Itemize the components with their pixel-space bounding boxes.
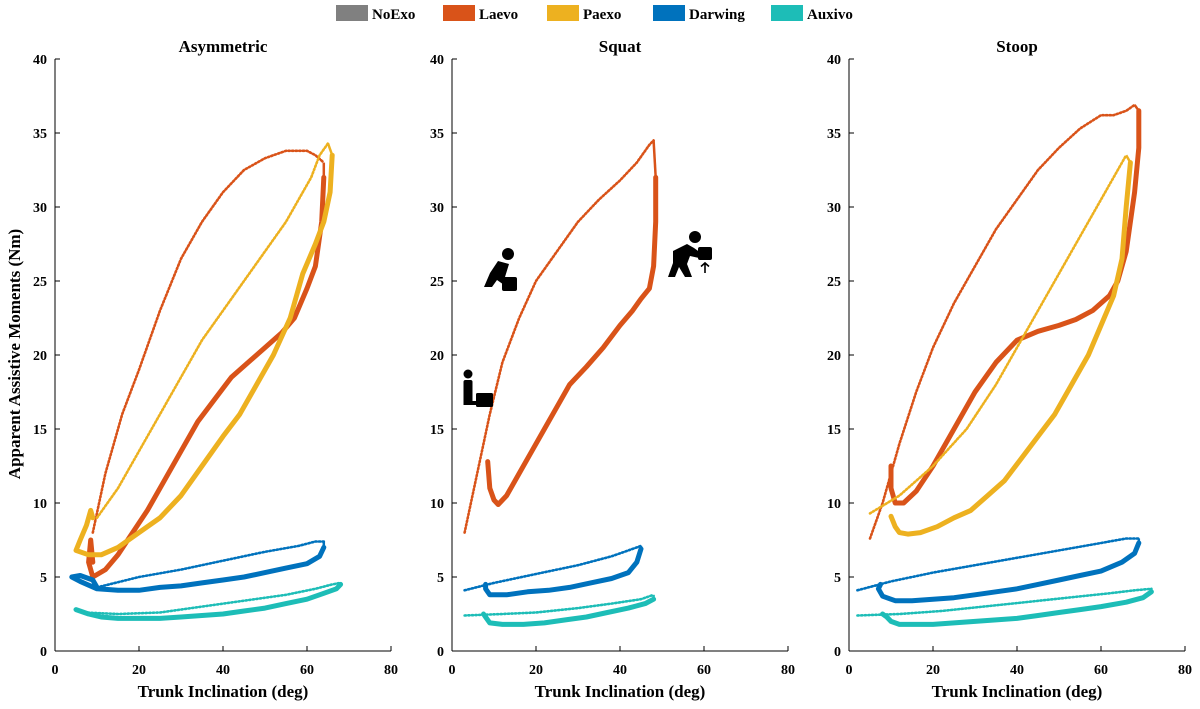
legend-swatch-darwing — [653, 5, 685, 21]
y-tick-label: 5 — [437, 571, 444, 586]
y-tick-label: 15 — [33, 423, 47, 438]
series-paexo-stoop-lifting — [888, 160, 1133, 537]
x-tick-label: 40 — [216, 663, 230, 678]
y-tick-label: 35 — [33, 127, 47, 142]
x-tick-label: 40 — [1010, 663, 1024, 678]
panel-title-asymmetric: Asymmetric — [179, 37, 268, 56]
series-auxivo-stoop-lowering — [856, 587, 1153, 617]
series-auxivo-stoop-lifting — [880, 589, 1154, 627]
y-tick-label: 35 — [430, 127, 444, 142]
y-tick-label: 35 — [827, 127, 841, 142]
y-tick-label: 30 — [33, 201, 47, 216]
y-tick-label: 15 — [827, 423, 841, 438]
series-paexo-asymmetric-turn — [326, 142, 334, 156]
legend-label-laevo: Laevo — [479, 7, 518, 23]
series-laevo-stoop-lowering — [868, 103, 1136, 540]
series-paexo-stoop-lowering — [868, 153, 1128, 515]
x-tick-label: 40 — [613, 663, 627, 678]
legend-label-auxivo: Auxivo — [807, 7, 853, 23]
panel-asymmetric: Asymmetric 0 5 10 15 20 25 30 35 40 0 20 40 60 80 Tru… — [33, 37, 398, 701]
series-asymmetric — [69, 142, 344, 621]
series-laevo-asymmetric-lowering — [91, 149, 326, 534]
y-tick-label: 10 — [430, 497, 444, 512]
y-tick-label: 20 — [827, 349, 841, 364]
y-tick-label: 0 — [437, 645, 444, 660]
x-axis-label-stoop: Trunk Inclination (deg) — [932, 682, 1103, 701]
y-tick-label: 20 — [33, 349, 47, 364]
x-tick-label: 80 — [781, 663, 795, 678]
legend-swatch-paexo — [547, 5, 579, 21]
series-stoop — [856, 103, 1154, 627]
series-darwing-squat-lowering — [463, 544, 643, 592]
series-darwing-stoop-lifting — [875, 540, 1142, 604]
y-tick-label: 25 — [827, 275, 841, 290]
legend-swatch-noexo — [336, 5, 368, 21]
series-darwing-squat-lifting — [483, 546, 644, 598]
series-auxivo-squat-lifting — [481, 596, 657, 627]
series-paexo-asymmetric-lifting — [73, 152, 335, 558]
ticks-asymmetric: 0 5 10 15 20 25 30 35 40 0 20 40 60 80 — [33, 53, 398, 678]
y-tick-label: 0 — [40, 645, 47, 660]
ticks-squat: 0 5 10 15 20 25 30 35 40 0 20 40 60 80 — [430, 53, 795, 678]
series-laevo-squat-lowering — [463, 139, 655, 534]
legend-swatch-auxivo — [771, 5, 803, 21]
y-tick-label: 10 — [33, 497, 47, 512]
x-axis-label-squat: Trunk Inclination (deg) — [535, 682, 706, 701]
y-tick-label: 30 — [827, 201, 841, 216]
series-darwing-asymmetric-lowering — [95, 540, 326, 589]
series-laevo-asymmetric-lifting — [86, 174, 327, 580]
x-tick-label: 0 — [52, 663, 59, 678]
x-axis-label-asymmetric: Trunk Inclination (deg) — [138, 682, 309, 701]
legend-swatch-laevo — [443, 5, 475, 21]
y-tick-label: 40 — [827, 53, 841, 68]
series-paexo-asymmetric-lowering — [95, 142, 330, 520]
panel-title-squat: Squat — [599, 37, 642, 56]
panel-squat: Squat 0 5 10 15 20 25 30 35 40 0 20 40 60 80 Trunk In… — [430, 37, 795, 701]
y-tick-label: 10 — [827, 497, 841, 512]
x-tick-label: 20 — [926, 663, 940, 678]
lifting-person-icon — [667, 230, 713, 278]
y-tick-label: 30 — [430, 201, 444, 216]
y-tick-label: 15 — [430, 423, 444, 438]
series-laevo-stoop-turn — [1133, 104, 1140, 112]
x-tick-label: 60 — [697, 663, 711, 678]
legend-label-noexo: NoExo — [372, 7, 415, 23]
x-tick-label: 0 — [846, 663, 853, 678]
y-tick-label: 5 — [40, 571, 47, 586]
panel-stoop: Stoop 0 5 10 15 20 25 30 35 40 0 20 40 60 80 Trunk In… — [827, 37, 1192, 701]
series-laevo-squat-lifting — [485, 174, 659, 507]
series-laevo-squat-turn — [652, 140, 657, 178]
series-squat — [463, 139, 659, 627]
y-tick-label: 40 — [430, 53, 444, 68]
series-laevo-stoop-lifting — [888, 108, 1142, 506]
ticks-stoop: 0 5 10 15 20 25 30 35 40 0 20 40 60 80 — [827, 53, 1192, 678]
squatting-person-icon — [484, 248, 517, 291]
y-tick-label: 5 — [834, 571, 841, 586]
series-darwing-stoop-lowering — [856, 537, 1141, 592]
panel-title-stoop: Stoop — [996, 37, 1038, 56]
legend: NoExo Laevo Paexo Darwing Auxivo — [336, 5, 853, 23]
legend-label-darwing: Darwing — [689, 7, 745, 23]
y-tick-label: 40 — [33, 53, 47, 68]
x-tick-label: 60 — [1094, 663, 1108, 678]
y-tick-label: 25 — [430, 275, 444, 290]
x-tick-label: 80 — [384, 663, 398, 678]
y-axis-label: Apparent Assistive Moments (Nm) — [5, 229, 24, 479]
series-auxivo-asymmetric-lifting — [73, 581, 344, 621]
x-tick-label: 0 — [449, 663, 456, 678]
series-darwing-asymmetric-lifting — [69, 544, 327, 593]
x-tick-label: 20 — [132, 663, 146, 678]
standing-person-icon — [463, 369, 493, 407]
legend-label-paexo: Paexo — [583, 7, 621, 23]
series-paexo-stoop-turn — [1125, 154, 1132, 164]
y-tick-label: 20 — [430, 349, 444, 364]
y-tick-label: 25 — [33, 275, 47, 290]
y-tick-label: 0 — [834, 645, 841, 660]
x-tick-label: 80 — [1178, 663, 1192, 678]
x-tick-label: 20 — [529, 663, 543, 678]
series-auxivo-squat-lowering — [463, 593, 655, 617]
x-tick-label: 60 — [300, 663, 314, 678]
series-auxivo-asymmetric-lowering — [83, 581, 342, 616]
